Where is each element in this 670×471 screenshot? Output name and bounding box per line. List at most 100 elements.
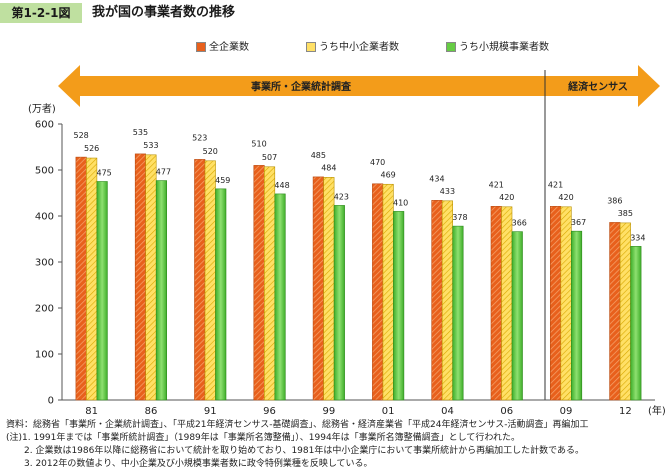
- bar-sme-09: [560, 206, 572, 401]
- bar-all-enterprises-91: [194, 159, 206, 401]
- x-tick-label: 86: [145, 406, 158, 417]
- y-axis-unit: (万者): [28, 103, 56, 115]
- data-label-all-enterprises-96: 510: [251, 139, 266, 148]
- x-axis-ticks: 81 86 91 96 99 01 04 06 09 12: [85, 406, 631, 417]
- bar-sme-99: [323, 177, 335, 401]
- note-2: 2. 企業数は1986年以降に総務省において統計を取り始めており、1981年は中…: [6, 446, 584, 456]
- x-axis-unit: (年): [648, 404, 666, 417]
- bar-all-enterprises-06: [490, 206, 502, 401]
- bar-sme-06: [501, 206, 513, 401]
- bar-all-enterprises-96: [253, 165, 265, 401]
- data-label-small-09: 367: [571, 218, 586, 227]
- figure-notes: 資料：総務省「事業所・企業統計調査」、「平成21年経済センサス-基礎調査」、総務…: [6, 419, 589, 471]
- bar-all-enterprises-81: [75, 156, 87, 401]
- legend-item-small: うち小規模事業者数: [446, 41, 549, 55]
- y-axis-ticks: 0 100 200 300 400 500 600: [35, 120, 62, 407]
- data-label-small-96: 448: [274, 181, 289, 190]
- data-label-all-enterprises-86: 535: [133, 128, 148, 137]
- x-tick-label: 06: [500, 406, 513, 417]
- legend-label-small: うち小規模事業者数: [459, 42, 549, 53]
- data-label-small-06: 366: [512, 219, 527, 228]
- data-label-small-81: 475: [97, 169, 112, 178]
- x-tick-label: 96: [263, 406, 276, 417]
- y-tick-label: 600: [35, 120, 54, 131]
- bar-small-04: [452, 225, 464, 401]
- x-tick-label: 99: [322, 406, 335, 417]
- bar-all-enterprises-12: [609, 222, 621, 401]
- bar-all-enterprises-09: [549, 206, 562, 401]
- y-tick-label: 400: [35, 212, 54, 223]
- bar-chart: 事業所・企業統計調査 経済センサス (万者) (年) 0 100 200 300 400…: [28, 65, 666, 417]
- note-source: 資料：総務省「事業所・企業統計調査」、「平成21年経済センサス-基礎調査」、総務…: [6, 420, 589, 430]
- data-label-sme-06: 420: [499, 193, 514, 202]
- x-tick-label: 12: [619, 406, 632, 417]
- bar-sme-86: [145, 154, 157, 401]
- period-label-establishment-survey: 事業所・企業統計調査: [251, 80, 352, 93]
- bar-small-86: [155, 180, 167, 401]
- data-label-all-enterprises-99: 485: [311, 151, 326, 160]
- x-tick-label: 91: [204, 406, 217, 417]
- data-label-all-enterprises-01: 470: [370, 158, 385, 167]
- x-tick-label: 81: [85, 406, 98, 417]
- bar-sme-12: [619, 222, 631, 401]
- legend-item-sme: うち中小企業者数: [306, 41, 399, 55]
- data-label-sme-86: 533: [143, 141, 158, 150]
- figure-title: 我が国の事業者数の推移: [92, 5, 236, 20]
- data-label-small-91: 459: [215, 176, 230, 185]
- bar-small-01: [393, 211, 405, 401]
- period-arrows: 事業所・企業統計調査 経済センサス: [58, 65, 660, 400]
- legend-swatch-small: [446, 42, 456, 52]
- data-label-all-enterprises-12: 386: [607, 196, 622, 205]
- legend-item-all-enterprises: 全企業数: [196, 41, 249, 55]
- y-tick-label: 100: [35, 350, 54, 361]
- data-label-all-enterprises-06: 421: [489, 180, 504, 189]
- data-label-sme-81: 526: [84, 144, 99, 153]
- data-label-sme-91: 520: [203, 147, 218, 156]
- bar-all-enterprises-01: [372, 183, 384, 401]
- y-tick-label: 200: [35, 304, 54, 315]
- period-label-economic-census: 経済センサス: [568, 80, 628, 93]
- data-label-small-04: 378: [452, 213, 467, 222]
- chart-legend: 全企業数 うち中小企業者数 うち小規模事業者数: [0, 41, 670, 55]
- figure-number: 第1-2-1図: [0, 3, 82, 23]
- y-tick-label: 0: [48, 396, 54, 407]
- x-tick-label: 04: [441, 406, 454, 417]
- figure-header: 第1-2-1図 我が国の事業者数の推移: [0, 0, 670, 26]
- data-label-all-enterprises-04: 434: [429, 174, 444, 183]
- bar-series: 528 526 475 535 533 477 523 520 459 510 507 448 485 4…: [74, 128, 645, 401]
- bar-all-enterprises-86: [134, 153, 146, 401]
- x-tick-label: 09: [560, 406, 573, 417]
- bar-small-99: [333, 205, 345, 401]
- data-label-sme-09: 420: [558, 193, 573, 202]
- bar-small-06: [511, 231, 523, 401]
- data-label-sme-01: 469: [381, 170, 396, 179]
- bar-all-enterprises-99: [312, 176, 324, 401]
- data-label-sme-04: 433: [440, 187, 455, 196]
- bar-all-enterprises-04: [431, 200, 443, 401]
- data-label-small-01: 410: [393, 198, 408, 207]
- period-arrow-shape: [58, 65, 660, 107]
- bar-sme-96: [263, 166, 276, 401]
- x-tick-label: 01: [382, 406, 395, 417]
- legend-label-all-enterprises: 全企業数: [209, 42, 249, 53]
- note-1: (注)1. 1991年までは「事業所統計調査」（1989年は「事業所名簿整備」）…: [6, 433, 520, 443]
- legend-swatch-sme: [306, 42, 316, 52]
- y-tick-label: 300: [35, 258, 54, 269]
- data-label-small-12: 334: [630, 233, 645, 242]
- data-label-all-enterprises-81: 528: [74, 131, 89, 140]
- data-label-all-enterprises-09: 421: [548, 180, 563, 189]
- bar-sme-91: [204, 160, 216, 401]
- y-tick-label: 500: [35, 166, 54, 177]
- bar-small-96: [274, 193, 286, 401]
- data-label-small-99: 423: [334, 192, 349, 201]
- bar-small-81: [96, 181, 108, 401]
- data-label-sme-99: 484: [321, 163, 336, 172]
- bar-small-09: [570, 230, 583, 401]
- data-label-sme-12: 385: [618, 209, 633, 218]
- bar-sme-01: [382, 183, 394, 401]
- data-label-small-86: 477: [156, 168, 171, 177]
- legend-swatch-all-enterprises: [196, 42, 206, 52]
- data-label-sme-96: 507: [262, 153, 277, 162]
- bar-sme-04: [441, 200, 454, 401]
